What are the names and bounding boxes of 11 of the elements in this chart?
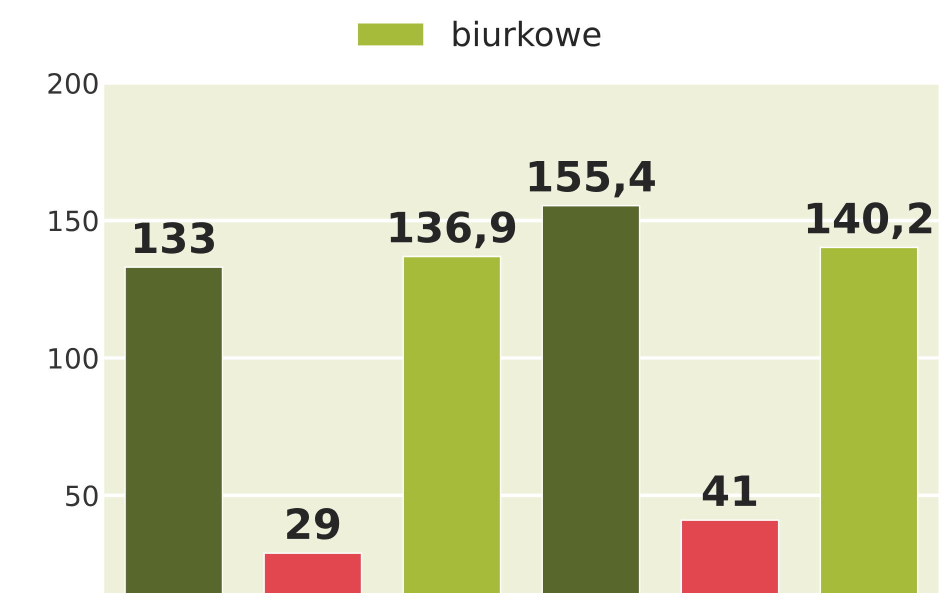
y-tick-label: 50: [66, 485, 98, 506]
data-label: 136,9: [390, 211, 516, 248]
y-tick-label: 150: [49, 210, 98, 232]
data-label: 41: [702, 476, 756, 506]
legend-label: biurkowe: [454, 20, 600, 47]
data-label: 29: [287, 508, 340, 540]
data-label: 155,4: [530, 161, 655, 198]
data-label: 133: [135, 222, 214, 254]
y-tick-label: 200: [48, 72, 98, 94]
y-tick-label: 100: [49, 348, 98, 369]
data-label: 140,2: [808, 202, 932, 240]
